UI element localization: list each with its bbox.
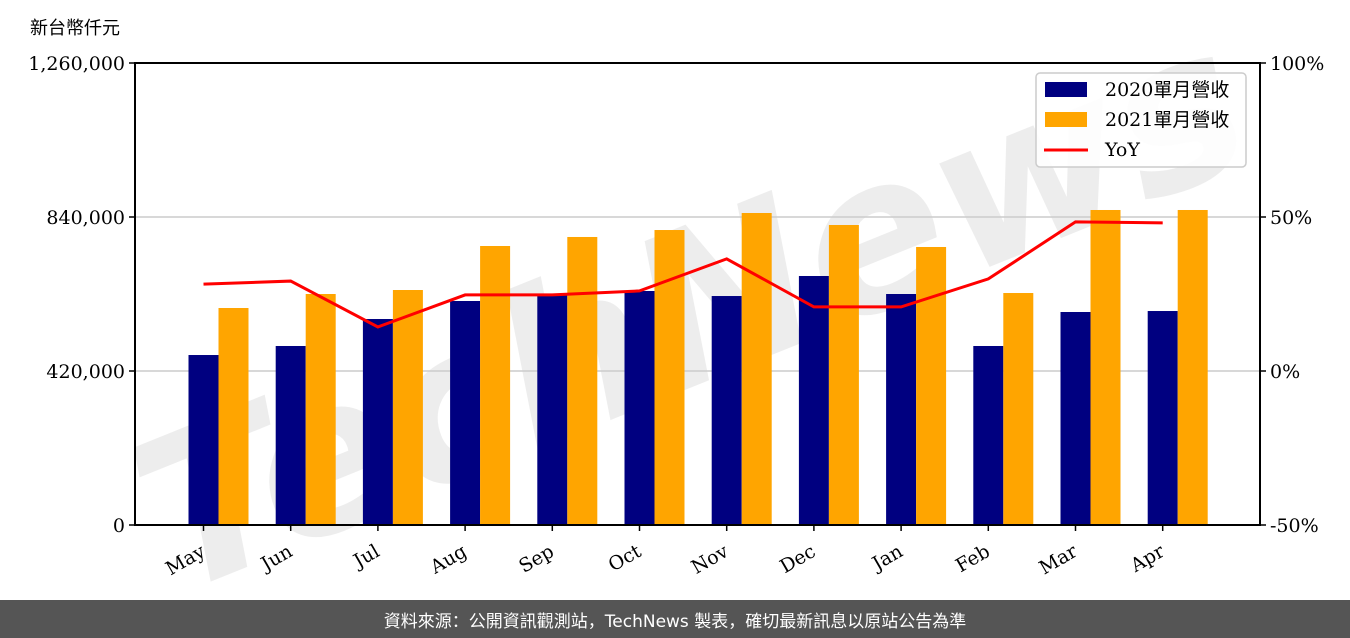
x-tick-label: Feb <box>952 540 994 577</box>
bar-2021 <box>218 308 249 525</box>
y-tick-label: 1,260,000 <box>28 53 125 75</box>
x-tick-label: Apr <box>1126 540 1169 577</box>
bar-2021 <box>1003 293 1034 525</box>
x-tick-label: Aug <box>426 540 471 579</box>
x-tick-label: Sep <box>515 540 558 577</box>
bar-2020 <box>973 345 1004 525</box>
bar-2021 <box>828 224 859 525</box>
bar-2020 <box>362 319 393 525</box>
bar-2021 <box>741 213 772 525</box>
legend-label: 2020單月營收 <box>1105 79 1229 101</box>
bar-2021 <box>305 294 336 525</box>
y-tick-label: 0 <box>113 515 125 537</box>
y2-tick-label: -50% <box>1270 515 1319 537</box>
bar-2021 <box>1090 209 1121 525</box>
y2-tick-label: 50% <box>1270 207 1312 229</box>
bar-2020 <box>711 296 742 525</box>
x-tick-label: Dec <box>776 540 819 578</box>
y-axis-unit-label: 新台幣仟元 <box>30 18 120 39</box>
x-tick-label: Jan <box>867 540 907 576</box>
y-tick-label: 840,000 <box>46 207 125 229</box>
bar-2020 <box>624 290 655 525</box>
y-tick-label: 420,000 <box>46 361 125 383</box>
bars <box>188 209 1208 525</box>
bar-2020 <box>537 294 568 525</box>
source-footer: 資料來源：公開資訊觀測站，TechNews 製表，確切最新訊息以原站公告為準 <box>0 600 1350 638</box>
bar-2020 <box>1147 311 1178 525</box>
x-tick-label: Oct <box>605 540 646 576</box>
bar-2021 <box>480 246 511 525</box>
bar-2021 <box>916 246 947 525</box>
bar-2020 <box>275 345 306 525</box>
x-tick-label: Nov <box>688 540 733 579</box>
bar-2021 <box>392 290 423 525</box>
bar-2020 <box>886 294 917 525</box>
bar-2021 <box>1177 209 1208 525</box>
bar-2021 <box>567 236 598 525</box>
legend-label: 2021單月營收 <box>1105 109 1229 131</box>
bar-2020 <box>1060 312 1091 525</box>
source-text: 資料來源：公開資訊觀測站，TechNews 製表，確切最新訊息以原站公告為準 <box>383 611 967 632</box>
y2-tick-label: 100% <box>1270 53 1324 75</box>
bar-2020 <box>798 275 829 525</box>
legend: 2020單月營收 2021單月營收 YoY <box>1035 72 1247 168</box>
y2-tick-label: 0% <box>1270 361 1300 383</box>
bar-2021 <box>654 230 685 525</box>
bar-2020 <box>450 301 481 525</box>
yoy-line <box>203 220 1163 329</box>
legend-label: YoY <box>1104 139 1140 161</box>
bar-2020 <box>188 355 219 525</box>
chart: TechNews 0420,000840,0001,260,000-50%0%5… <box>28 0 1324 600</box>
x-tick-label: Mar <box>1035 540 1081 579</box>
